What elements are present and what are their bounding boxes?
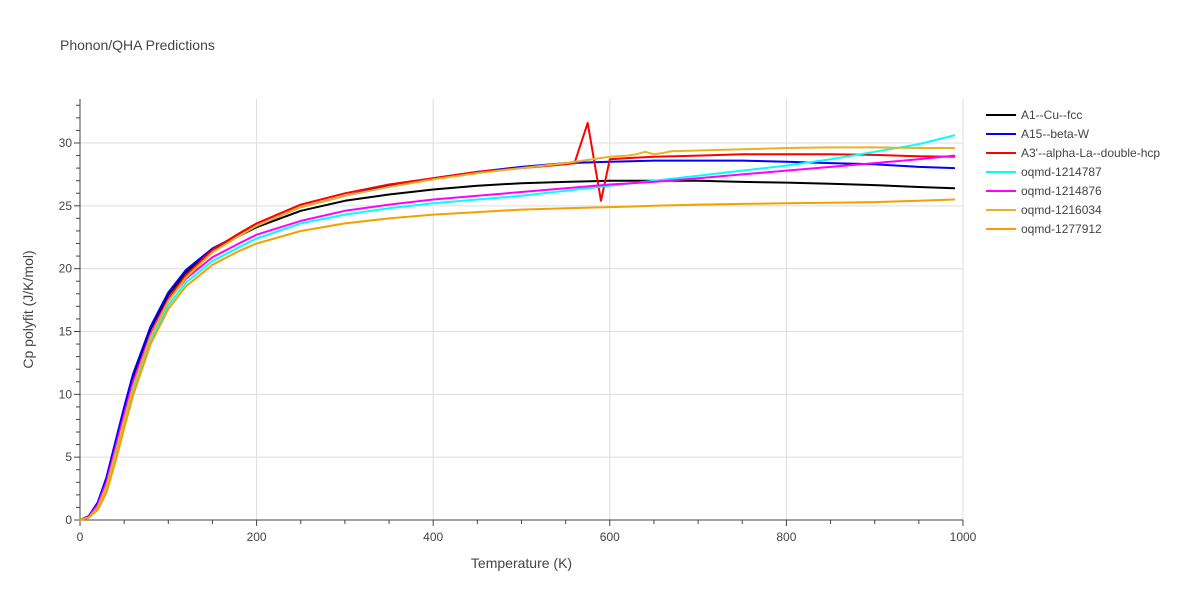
legend-item[interactable]: A3'--alpha-La--double-hcp	[986, 146, 1160, 160]
series-line-7[interactable]	[79, 198, 956, 521]
legend-item[interactable]: oqmd-1214876	[986, 184, 1102, 198]
x-axis-title: Temperature (K)	[471, 555, 572, 571]
legend-item[interactable]: oqmd-1277912	[986, 222, 1102, 236]
series-line-5[interactable]	[79, 154, 956, 521]
y-tick-label: 0	[65, 513, 72, 527]
y-tick-label: 20	[59, 262, 73, 276]
legend-label: oqmd-1277912	[1021, 222, 1102, 236]
y-tick-label: 15	[59, 324, 73, 338]
series-line-1[interactable]	[79, 179, 956, 521]
legend-label: A1--Cu--fcc	[1021, 108, 1082, 122]
chart-title: Phonon/QHA Predictions	[60, 37, 215, 53]
series-line-2[interactable]	[79, 159, 956, 521]
legend-item[interactable]: oqmd-1214787	[986, 165, 1102, 179]
legend-item[interactable]: oqmd-1216034	[986, 203, 1102, 217]
series-lines	[79, 121, 956, 521]
x-tick-label: 1000	[950, 530, 977, 544]
y-tick-label: 30	[59, 136, 73, 150]
legend-label: A3'--alpha-La--double-hcp	[1021, 146, 1160, 160]
ticks: 0 200 400 600 800 1000 0 5 10 15 20 25 30	[59, 104, 977, 544]
series-line-6[interactable]	[79, 146, 956, 521]
legend-item[interactable]: A1--Cu--fcc	[986, 108, 1082, 122]
x-tick-label: 0	[77, 530, 84, 544]
legend-label: oqmd-1214787	[1021, 165, 1102, 179]
legend-label: oqmd-1214876	[1021, 184, 1102, 198]
x-tick-label: 600	[600, 530, 620, 544]
x-tick-label: 400	[423, 530, 443, 544]
y-tick-label: 5	[65, 450, 72, 464]
grid	[80, 99, 964, 520]
legend: A1--Cu--fcc A15--beta-W A3'--alpha-La--dou…	[986, 108, 1160, 236]
x-tick-label: 200	[247, 530, 267, 544]
x-tick-label: 800	[776, 530, 796, 544]
legend-label: A15--beta-W	[1021, 127, 1090, 141]
y-tick-label: 25	[59, 199, 73, 213]
y-tick-label: 10	[59, 387, 73, 401]
legend-label: oqmd-1216034	[1021, 203, 1102, 217]
y-axis-title: Cp polyfit (J/K/mol)	[20, 250, 36, 368]
legend-item[interactable]: A15--beta-W	[986, 127, 1090, 141]
